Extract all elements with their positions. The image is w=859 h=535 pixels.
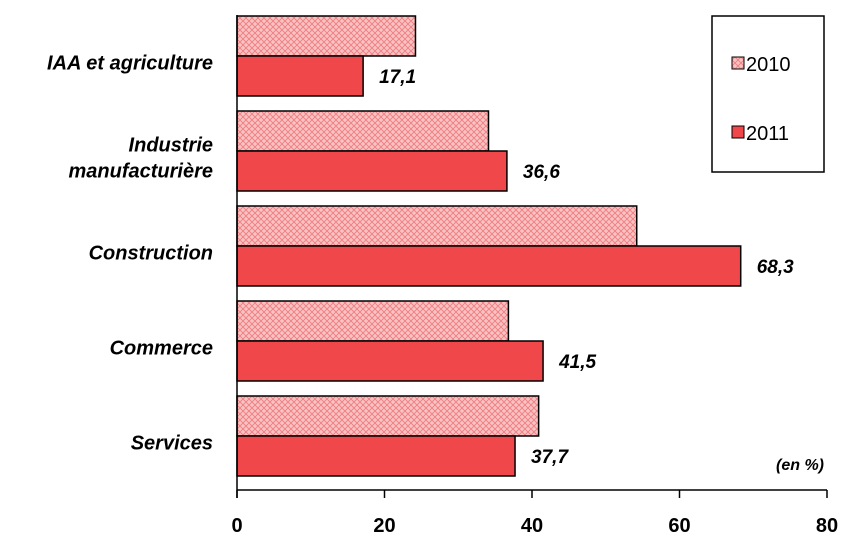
category-label: IAA et agriculture (47, 53, 213, 75)
legend-swatch-2010 (731, 56, 745, 70)
x-ticks: 0 20 40 60 80 (231, 490, 838, 535)
data-label-2011: 17,1 (379, 67, 416, 88)
bar-2011 (236, 435, 516, 477)
x-tick-label: 60 (668, 515, 690, 535)
legend-label-2010: 2010 (746, 54, 791, 76)
data-labels: 17,1 36,6 68,3 41,5 37,7 (379, 67, 794, 468)
bar-2011 (236, 340, 544, 382)
category-label: Services (131, 433, 213, 455)
category-label: Commerce (110, 338, 213, 360)
x-tick-label: 20 (373, 515, 395, 535)
x-tick-label: 0 (231, 515, 242, 535)
unit-note: (en %) (776, 457, 824, 474)
data-label-2011: 37,7 (531, 447, 569, 468)
category-label: Industrie (129, 135, 213, 157)
bar-2010 (236, 110, 490, 152)
bars-group (236, 15, 742, 477)
legend-swatch-2011 (731, 125, 745, 139)
category-labels: IAA et agriculture Industrie manufacturièr… (47, 53, 213, 455)
legend-box (711, 15, 825, 173)
bar-2010 (236, 15, 417, 57)
x-tick-label: 80 (816, 515, 838, 535)
bar-2011 (236, 245, 742, 287)
x-tick-label: 40 (521, 515, 543, 535)
bar-2011 (236, 150, 508, 192)
bar-2010 (236, 205, 638, 247)
data-label-2011: 36,6 (523, 162, 560, 183)
bar-2010 (236, 395, 540, 437)
category-label: Construction (89, 243, 213, 265)
category-label: manufacturière (69, 161, 214, 183)
legend-label-2011: 2011 (746, 123, 789, 145)
bar-2010 (236, 300, 510, 342)
data-label-2011: 41,5 (558, 352, 596, 373)
bar-2011 (236, 55, 364, 97)
legend: 2010 2011 (711, 15, 825, 173)
data-label-2011: 68,3 (757, 257, 794, 278)
